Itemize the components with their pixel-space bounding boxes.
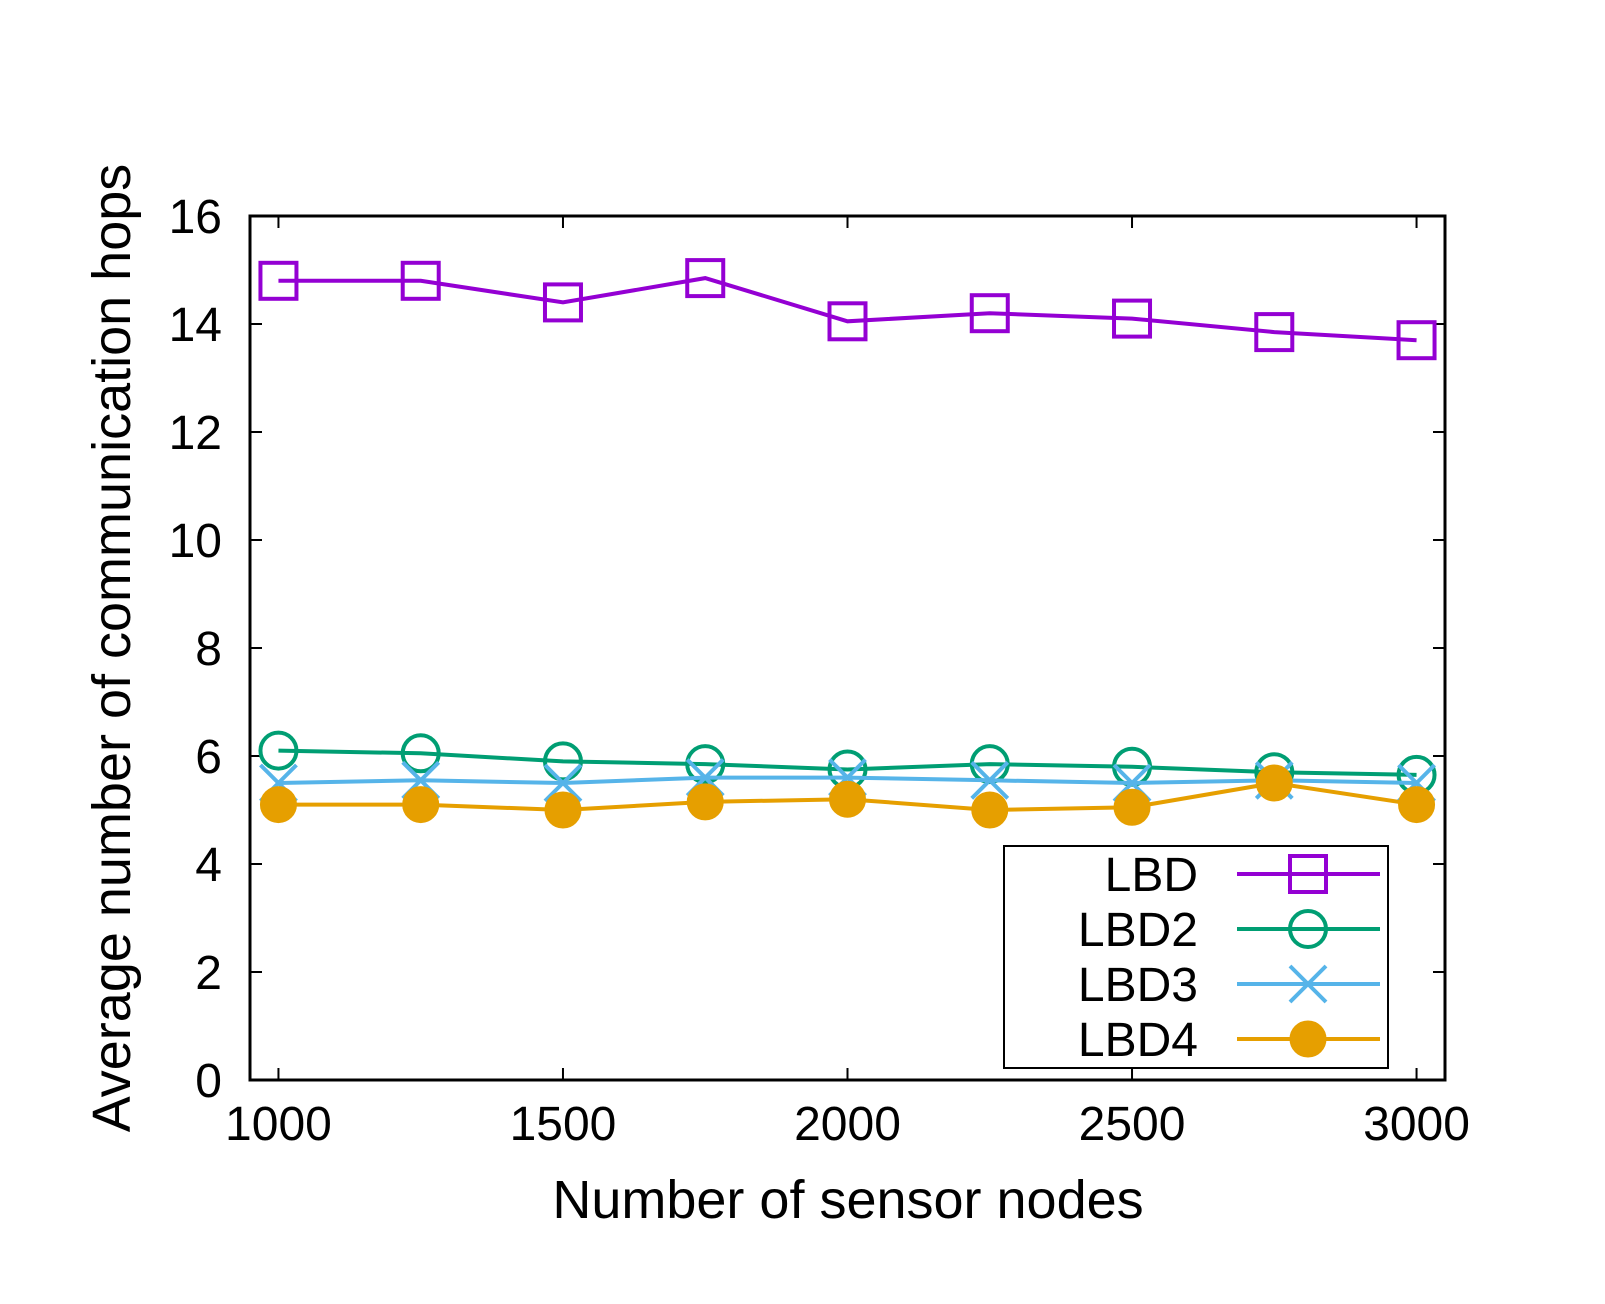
legend-marker-lbd2 [1288,909,1328,949]
series-line-lbd [278,276,1417,343]
y-tick-label: 4 [195,839,222,892]
data-point-lbd [1396,320,1437,361]
x-tick-label: 2000 [794,1098,901,1151]
data-point-lbd4 [259,786,297,824]
x-tick-label: 3000 [1363,1098,1470,1151]
y-tick-label: 12 [169,407,222,460]
data-point-lbd4 [544,791,582,829]
data-point-lbd4 [1398,786,1436,824]
series-line-lbd2 [278,748,1417,777]
y-tick-label: 2 [195,947,222,1000]
data-point-lbd [1254,312,1295,353]
data-point-lbd4 [829,780,866,818]
data-point-lbd2 [685,744,726,785]
data-point-lbd [969,293,1010,334]
data-point-lbd4 [402,786,440,824]
legend-label-lbd: LBD [1105,849,1198,902]
x-axis-label: Number of sensor nodes [552,1170,1143,1230]
legend-label-lbd4: LBD4 [1078,1014,1198,1067]
y-tick-label: 14 [169,299,222,352]
x-tick-label: 1500 [510,1098,617,1151]
series-lbd4 [259,764,1436,829]
data-point-lbd3 [543,763,583,803]
data-point-lbd4 [971,791,1009,829]
data-point-lbd [258,260,299,301]
x-tick-labels: 1000 1500 2000 2500 3000 [225,1098,1470,1151]
legend-marker-lbd [1288,854,1328,894]
x-tick-label: 2500 [1079,1098,1186,1151]
legend-label-lbd2: LBD2 [1078,904,1198,957]
y-tick-label: 10 [169,515,222,568]
series-lines [258,258,1437,829]
cross-stroke [543,763,583,803]
data-point-lbd4 [1255,764,1293,802]
y-tick-labels: 0 2 4 6 8 10 12 14 16 [169,191,222,1108]
cross-stroke [1288,964,1328,1004]
data-point-lbd4 [1113,788,1151,826]
data-point-lbd [827,301,868,342]
plot-area-frame [248,214,1447,1082]
data-point-lbd2 [258,730,299,771]
data-point-lbd [542,282,583,323]
y-tick-label: 6 [195,731,222,784]
series-lbd [258,258,1437,361]
data-point-lbd [1112,298,1153,339]
x-tick-label: 1000 [225,1098,332,1151]
legend-label-lbd3: LBD3 [1078,959,1198,1012]
y-tick-label: 8 [195,623,222,676]
data-point-lbd [400,260,441,301]
data-point-lbd2 [400,733,441,774]
y-tick-label: 16 [169,191,222,244]
legend-marker-lbd4 [1289,1020,1327,1058]
y-tick-label: 0 [195,1055,222,1108]
data-point-lbd2 [542,741,583,782]
legend-marker-lbd3 [1288,964,1328,1004]
data-point-lbd4 [686,783,724,821]
y-axis-label: Average number of communication hops [82,164,142,1133]
data-point-lbd3 [970,760,1010,800]
cross-stroke [970,760,1010,800]
data-point-lbd [685,258,726,299]
